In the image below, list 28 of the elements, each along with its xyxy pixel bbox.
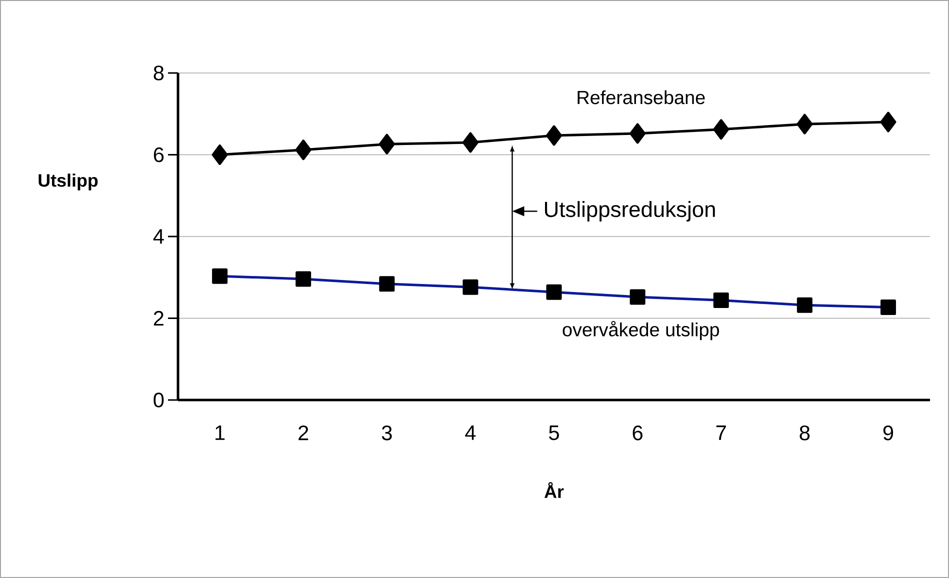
y-axis-title: Utslipp: [38, 174, 98, 190]
y-tick-label: 2: [154, 310, 164, 326]
y-tick-label: 4: [153, 229, 164, 244]
x-tick-label: 6: [632, 426, 642, 440]
x-tick-label: 4: [465, 426, 476, 440]
x-tick-label: 5: [549, 426, 559, 440]
point: [212, 144, 228, 165]
x-tick-label: 3: [382, 426, 392, 440]
series-label: overvåkede utslipp: [562, 320, 719, 340]
x-axis-title: År: [544, 482, 564, 498]
annotation: Utslippsreduksjon: [545, 201, 715, 222]
series-label: Referansebane: [578, 90, 705, 104]
point: [880, 112, 896, 132]
point: [796, 114, 813, 134]
y-tick-label: 0: [154, 392, 164, 408]
x-tick-label: 8: [800, 426, 810, 440]
y-tick-label: 8: [154, 66, 164, 80]
point: [462, 132, 478, 153]
point: [295, 140, 312, 160]
x-tick-label: 7: [716, 426, 726, 440]
x-tick-label: 9: [883, 426, 894, 440]
y-tick-label: 6: [154, 147, 164, 162]
point: [713, 119, 730, 140]
point: [378, 134, 395, 154]
point: [630, 123, 646, 144]
x-tick-label: 1: [216, 426, 225, 440]
x-tick-label: 2: [298, 426, 308, 440]
point: [546, 125, 562, 146]
